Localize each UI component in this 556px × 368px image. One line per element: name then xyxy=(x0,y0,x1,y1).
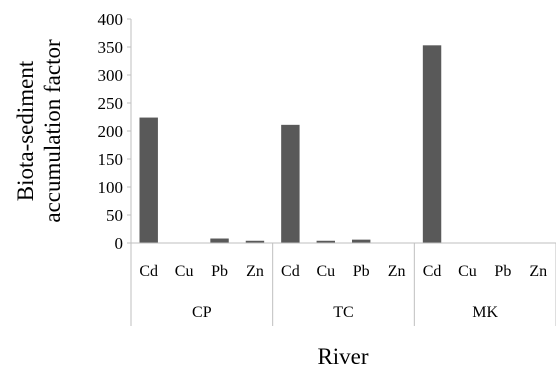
y-axis-label-line: accumulation factor xyxy=(40,39,65,223)
bars xyxy=(139,45,442,243)
x-tick-label: Zn xyxy=(246,263,264,280)
x-tick-label: Cd xyxy=(281,263,300,280)
y-tick-label: 300 xyxy=(98,66,124,85)
x-tick-label: Pb xyxy=(211,263,228,280)
x-tick-label: Cu xyxy=(316,263,335,280)
group-label: TC xyxy=(333,304,353,321)
bar-cp-cd xyxy=(139,117,158,243)
x-axis-label: River xyxy=(317,344,368,368)
y-axis-label: Biota-sediment accumulation factor xyxy=(13,39,65,223)
bar-cp-pb xyxy=(210,238,229,243)
group-label: MK xyxy=(472,304,498,321)
x-tick-label: Cd xyxy=(139,263,158,280)
x-tick-label: Cu xyxy=(458,263,477,280)
bar-tc-cu xyxy=(316,240,335,243)
y-tick-label: 400 xyxy=(98,10,124,29)
y-axis: 0 50 100 150 200 250 300 350 400 xyxy=(98,10,132,253)
y-tick-label: 100 xyxy=(98,178,124,197)
bar-tc-pb xyxy=(352,239,371,243)
bar-cp-zn xyxy=(245,240,265,243)
x-tick-label: Pb xyxy=(353,263,370,280)
group-label: CP xyxy=(192,304,212,321)
x-axis: Cd Cu Pb Zn CP Cd Cu Pb Zn TC Cd Cu Pb Zn MK xyxy=(130,242,556,326)
y-tick-label: 350 xyxy=(98,38,124,57)
y-tick-label: 0 xyxy=(115,234,124,253)
x-tick-label: Cd xyxy=(423,263,442,280)
bar-tc-cd xyxy=(281,124,300,243)
y-tick-label: 50 xyxy=(106,206,123,225)
x-tick-label: Cu xyxy=(175,263,194,280)
y-axis-label-line: Biota-sediment xyxy=(13,60,38,201)
bar-mk-cd xyxy=(422,45,442,243)
y-tick-label: 250 xyxy=(98,94,124,113)
x-tick-label: Pb xyxy=(494,263,511,280)
x-tick-label: Zn xyxy=(388,263,406,280)
y-tick-label: 200 xyxy=(98,122,124,141)
x-tick-label: Zn xyxy=(529,263,547,280)
y-tick-label: 150 xyxy=(98,150,124,169)
